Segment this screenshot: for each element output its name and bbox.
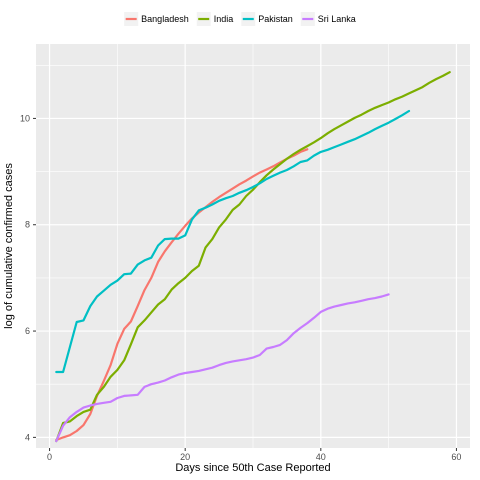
legend-label-sri-lanka: Sri Lanka bbox=[318, 14, 356, 24]
y-tick-label: 4 bbox=[25, 432, 30, 442]
series-layer bbox=[55, 71, 451, 443]
x-tick-label: 40 bbox=[316, 452, 326, 462]
legend-item-sri-lanka: Sri Lanka bbox=[300, 12, 356, 26]
series-line-sri-lanka bbox=[55, 293, 390, 443]
x-axis-title: Days since 50th Case Reported bbox=[175, 462, 330, 474]
x-axis: 0 20 40 60 bbox=[47, 448, 461, 462]
y-axis: 4 6 8 10 bbox=[20, 113, 36, 442]
series-line-india bbox=[55, 71, 451, 443]
series-line-pakistan bbox=[55, 109, 411, 374]
legend-label-india: India bbox=[214, 14, 234, 24]
y-axis-title: log of cumulative confirmed cases bbox=[3, 163, 15, 329]
y-tick-label: 8 bbox=[25, 220, 30, 230]
grid-minor bbox=[36, 44, 470, 448]
legend-item-india: India bbox=[196, 12, 234, 26]
grid-major bbox=[36, 44, 470, 448]
x-tick-label: 0 bbox=[47, 452, 52, 462]
legend-label-pakistan: Pakistan bbox=[258, 14, 293, 24]
x-tick-label: 60 bbox=[451, 452, 461, 462]
y-tick-label: 6 bbox=[25, 326, 30, 336]
legend-item-bangladesh: Bangladesh bbox=[124, 12, 189, 26]
legend-label-bangladesh: Bangladesh bbox=[141, 14, 189, 24]
legend-item-pakistan: Pakistan bbox=[241, 12, 293, 26]
legend: Bangladesh India Pakistan Sri Lanka bbox=[124, 12, 356, 26]
x-tick-label: 20 bbox=[180, 452, 190, 462]
y-tick-label: 10 bbox=[20, 113, 30, 123]
